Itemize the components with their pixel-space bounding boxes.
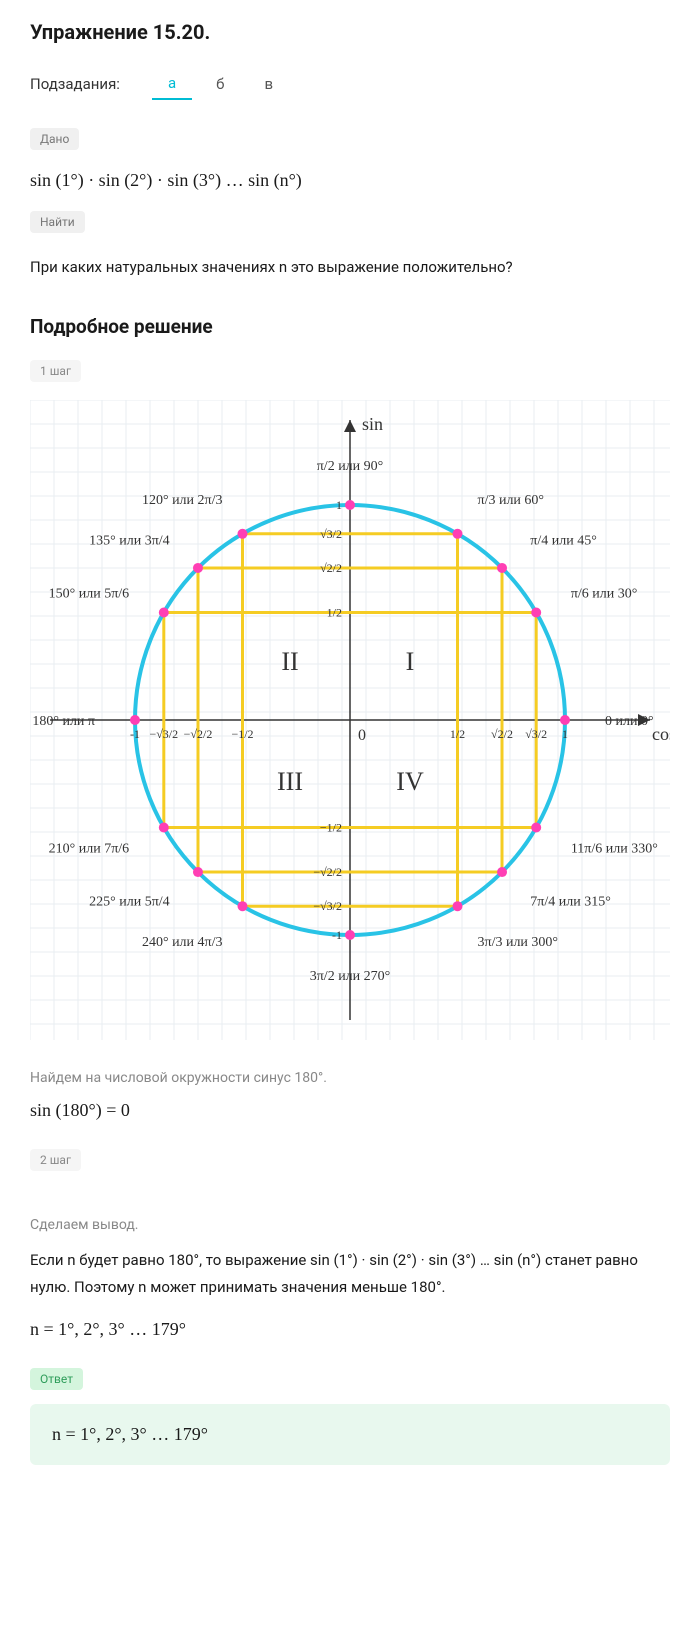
step2-text: Если n будет равно 180°, то выражение si…: [30, 1247, 670, 1301]
step1-caption: Найдем на числовой окружности синус 180°…: [30, 1070, 670, 1086]
svg-text:I: I: [406, 647, 415, 676]
svg-text:−1/2: −1/2: [231, 727, 253, 741]
tab-a[interactable]: а: [152, 68, 192, 100]
svg-text:-1: -1: [130, 727, 140, 741]
svg-text:1: 1: [562, 727, 568, 741]
svg-text:II: II: [281, 647, 298, 676]
svg-text:3π/3 или 300°: 3π/3 или 300°: [478, 935, 559, 950]
solution-heading: Подробное решение: [30, 315, 670, 338]
svg-text:√2/2: √2/2: [491, 727, 513, 741]
svg-text:−√3/2: −√3/2: [313, 899, 342, 913]
svg-text:225° или 5π/4: 225° или 5π/4: [89, 894, 170, 909]
given-badge: Дано: [30, 128, 79, 150]
svg-text:−√3/2: −√3/2: [149, 727, 178, 741]
answer-box: n = 1°, 2°, 3° … 179°: [30, 1404, 670, 1465]
svg-text:150° или 5π/6: 150° или 5π/6: [49, 587, 130, 602]
step1-equation: sin (180°) = 0: [30, 1100, 670, 1121]
svg-text:11π/6 или 330°: 11π/6 или 330°: [571, 842, 658, 857]
svg-text:1: 1: [336, 498, 342, 512]
svg-text:7π/4 или 315°: 7π/4 или 315°: [530, 894, 611, 909]
answer-badge: Ответ: [30, 1368, 83, 1390]
svg-text:π/6 или 30°: π/6 или 30°: [571, 587, 638, 602]
svg-text:0 или 0°: 0 или 0°: [605, 714, 654, 729]
svg-text:-1: -1: [332, 928, 342, 942]
svg-text:π/3 или 60°: π/3 или 60°: [478, 493, 545, 508]
svg-text:1/2: 1/2: [450, 727, 465, 741]
find-text: При каких натуральных значениях n это вы…: [30, 255, 670, 279]
svg-text:sin: sin: [362, 414, 383, 434]
svg-text:−1/2: −1/2: [320, 821, 342, 835]
svg-text:180° или π: 180° или π: [32, 714, 95, 729]
step2-caption: Сделаем вывод.: [30, 1217, 670, 1233]
svg-text:cos: cos: [652, 724, 670, 744]
svg-text:√3/2: √3/2: [525, 727, 547, 741]
svg-text:−√2/2: −√2/2: [184, 727, 213, 741]
unit-circle-diagram: cossin0IIIIIIIV-1−√3/2−√2/2−1/21/2√2/2√3…: [30, 400, 670, 1040]
svg-text:IV: IV: [396, 767, 424, 796]
svg-text:√2/2: √2/2: [320, 561, 342, 575]
given-formula: sin (1°) · sin (2°) · sin (3°) … sin (n°…: [30, 170, 670, 191]
svg-text:0: 0: [358, 727, 366, 744]
find-badge: Найти: [30, 211, 85, 233]
svg-text:1/2: 1/2: [327, 606, 342, 620]
subtabs-label: Подзадания:: [30, 75, 120, 93]
svg-text:240° или 4π/3: 240° или 4π/3: [142, 935, 223, 950]
svg-text:135° или 3π/4: 135° или 3π/4: [89, 534, 170, 549]
tab-b[interactable]: б: [200, 69, 240, 99]
svg-text:120° или 2π/3: 120° или 2π/3: [142, 493, 223, 508]
exercise-title: Упражнение 15.20.: [30, 20, 670, 44]
svg-text:III: III: [277, 767, 303, 796]
svg-text:π/4 или 45°: π/4 или 45°: [530, 534, 597, 549]
tab-v[interactable]: в: [248, 69, 289, 99]
svg-text:π/2 или 90°: π/2 или 90°: [317, 459, 384, 474]
svg-text:−√2/2: −√2/2: [313, 865, 342, 879]
subtabs: Подзадания: а б в: [30, 68, 670, 100]
step1-badge: 1 шаг: [30, 360, 81, 382]
svg-text:√3/2: √3/2: [320, 527, 342, 541]
svg-text:210° или 7π/6: 210° или 7π/6: [49, 842, 130, 857]
svg-text:3π/2 или 270°: 3π/2 или 270°: [310, 969, 391, 984]
step2-equation: n = 1°, 2°, 3° … 179°: [30, 1319, 670, 1340]
step2-badge: 2 шаг: [30, 1149, 81, 1171]
